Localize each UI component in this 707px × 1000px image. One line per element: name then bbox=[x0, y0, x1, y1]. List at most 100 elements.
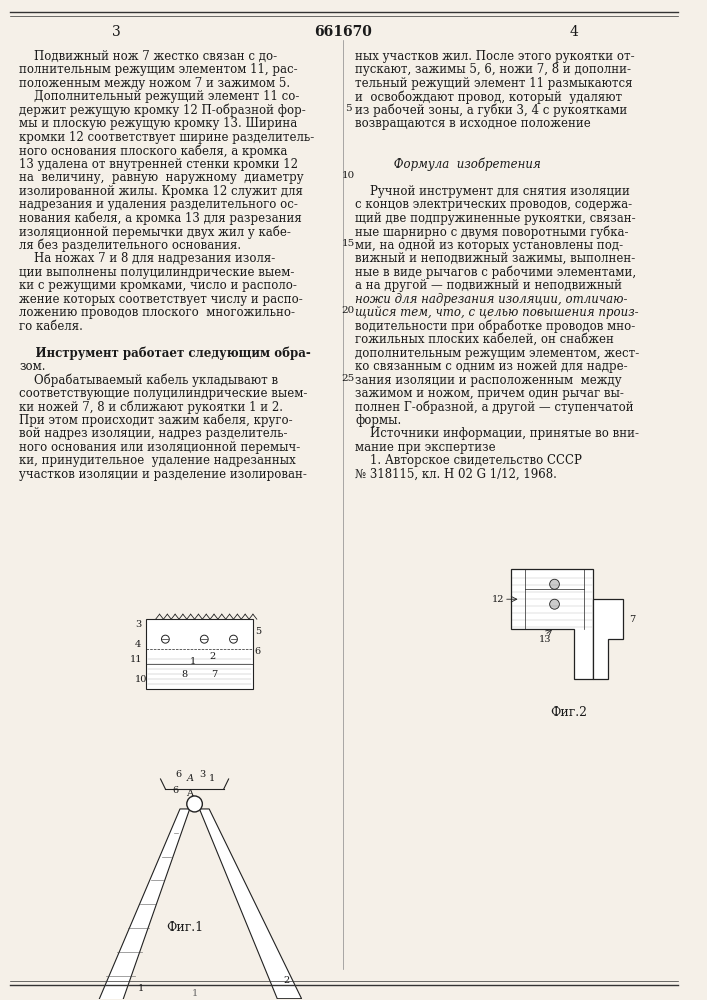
Circle shape bbox=[161, 635, 169, 643]
Text: 10: 10 bbox=[135, 675, 147, 684]
Polygon shape bbox=[510, 569, 593, 679]
Text: полнительным режущим элементом 11, рас-: полнительным режущим элементом 11, рас- bbox=[20, 63, 298, 76]
Text: A: A bbox=[186, 789, 193, 798]
Text: 1. Авторское свидетельство СССР: 1. Авторское свидетельство СССР bbox=[355, 454, 582, 467]
Text: 13: 13 bbox=[539, 635, 551, 644]
Text: го кабеля.: го кабеля. bbox=[20, 320, 83, 333]
Text: 1: 1 bbox=[138, 984, 144, 993]
Text: положенным между ножом 7 и зажимом 5.: положенным между ножом 7 и зажимом 5. bbox=[20, 77, 291, 90]
Text: ные в виде рычагов с рабочими элементами,: ные в виде рычагов с рабочими элементами… bbox=[355, 266, 636, 279]
Text: 4: 4 bbox=[135, 640, 141, 649]
Circle shape bbox=[200, 635, 208, 643]
Text: 6: 6 bbox=[172, 786, 178, 795]
Text: 6: 6 bbox=[255, 647, 261, 656]
Text: вой надрез изоляции, надрез разделитель-: вой надрез изоляции, надрез разделитель- bbox=[20, 427, 288, 440]
Text: водительности при обработке проводов мно-: водительности при обработке проводов мно… bbox=[355, 320, 636, 333]
Text: держит режущую кромку 12 П-образной фор-: держит режущую кромку 12 П-образной фор- bbox=[20, 104, 306, 117]
Polygon shape bbox=[593, 599, 623, 679]
Text: а на другой — подвижный и неподвижный: а на другой — подвижный и неподвижный bbox=[355, 279, 622, 292]
Text: На ножах 7 и 8 для надрезания изоля-: На ножах 7 и 8 для надрезания изоля- bbox=[20, 252, 276, 265]
Text: Обрабатываемый кабель укладывают в: Обрабатываемый кабель укладывают в bbox=[20, 374, 279, 387]
Text: зания изоляции и расположенным  между: зания изоляции и расположенным между bbox=[355, 374, 621, 387]
Text: 1: 1 bbox=[192, 989, 198, 998]
Text: 7: 7 bbox=[211, 670, 217, 679]
Text: нования кабеля, а кромка 13 для разрезания: нования кабеля, а кромка 13 для разрезан… bbox=[20, 212, 302, 225]
Text: Источники информации, принятые во вни-: Источники информации, принятые во вни- bbox=[355, 427, 639, 440]
Text: с концов электрических проводов, содержа-: с концов электрических проводов, содержа… bbox=[355, 198, 632, 211]
Text: ки с режущими кромками, число и располо-: ки с режущими кромками, число и располо- bbox=[20, 279, 298, 292]
Text: 2: 2 bbox=[209, 652, 216, 661]
Text: 25: 25 bbox=[341, 374, 355, 383]
Text: ного основания или изоляционной перемыч-: ного основания или изоляционной перемыч- bbox=[20, 441, 300, 454]
Text: ки ножей 7, 8 и сближают рукоятки 1 и 2.: ки ножей 7, 8 и сближают рукоятки 1 и 2. bbox=[20, 400, 284, 414]
Text: Формула  изобретения: Формула изобретения bbox=[360, 158, 541, 171]
Text: 1: 1 bbox=[189, 657, 196, 666]
Text: ции выполнены полуцилиндрические выем-: ции выполнены полуцилиндрические выем- bbox=[20, 266, 295, 279]
Text: жение которых соответствует числу и распо-: жение которых соответствует числу и расп… bbox=[20, 293, 303, 306]
Text: Фиг.1: Фиг.1 bbox=[166, 921, 204, 934]
Text: надрезания и удаления разделительного ос-: надрезания и удаления разделительного ос… bbox=[20, 198, 298, 211]
Text: 2: 2 bbox=[284, 976, 290, 985]
Text: на  величину,  равную  наружному  диаметру: на величину, равную наружному диаметру bbox=[20, 171, 304, 184]
Text: изолированной жилы. Кромка 12 служит для: изолированной жилы. Кромка 12 служит для bbox=[20, 185, 303, 198]
Polygon shape bbox=[199, 809, 302, 999]
Text: зом.: зом. bbox=[20, 360, 46, 373]
Text: 5: 5 bbox=[255, 627, 261, 636]
Text: и  освобождают провод, который  удаляют: и освобождают провод, который удаляют bbox=[355, 90, 622, 104]
Text: При этом происходит зажим кабеля, круго-: При этом происходит зажим кабеля, круго- bbox=[20, 414, 293, 427]
Bar bbox=[10, 509, 678, 964]
Text: изоляционной перемычки двух жил у кабе-: изоляционной перемычки двух жил у кабе- bbox=[20, 225, 291, 239]
Text: 5: 5 bbox=[345, 104, 351, 113]
Text: ных участков жил. После этого рукоятки от-: ных участков жил. После этого рукоятки о… bbox=[355, 50, 635, 63]
Circle shape bbox=[230, 635, 238, 643]
Text: гожильных плоских кабелей, он снабжен: гожильных плоских кабелей, он снабжен bbox=[355, 333, 614, 346]
Text: 11: 11 bbox=[130, 655, 142, 664]
Text: Ручной инструмент для снятия изоляции: Ручной инструмент для снятия изоляции bbox=[355, 185, 630, 198]
Text: вижный и неподвижный зажимы, выполнен-: вижный и неподвижный зажимы, выполнен- bbox=[355, 252, 636, 265]
Polygon shape bbox=[98, 809, 189, 1000]
Text: дополнительным режущим элементом, жест-: дополнительным режущим элементом, жест- bbox=[355, 347, 639, 360]
Text: 8: 8 bbox=[182, 670, 188, 679]
Text: Дополнительный режущий элемент 11 со-: Дополнительный режущий элемент 11 со- bbox=[20, 90, 300, 103]
Text: 15: 15 bbox=[341, 239, 355, 248]
Circle shape bbox=[187, 796, 202, 812]
Text: участков изоляции и разделение изолирован-: участков изоляции и разделение изолирова… bbox=[20, 468, 308, 481]
Text: ки, принудительное  удаление надрезанных: ки, принудительное удаление надрезанных bbox=[20, 454, 296, 467]
Text: 3: 3 bbox=[199, 770, 206, 779]
Text: 1: 1 bbox=[209, 774, 216, 783]
Text: возвращаются в исходное положение: возвращаются в исходное положение bbox=[355, 117, 591, 130]
Text: мы и плоскую режущую кромку 13. Ширина: мы и плоскую режущую кромку 13. Ширина bbox=[20, 117, 298, 130]
Circle shape bbox=[549, 579, 559, 589]
Text: ми, на одной из которых установлены под-: ми, на одной из которых установлены под- bbox=[355, 239, 623, 252]
Text: 3: 3 bbox=[112, 25, 121, 39]
Text: A: A bbox=[187, 774, 194, 783]
Text: ного основания плоского кабеля, а кромка: ного основания плоского кабеля, а кромка bbox=[20, 144, 288, 158]
Text: из рабочей зоны, а губки 3, 4 с рукоятками: из рабочей зоны, а губки 3, 4 с рукоятка… bbox=[355, 104, 627, 117]
Polygon shape bbox=[146, 619, 253, 689]
Text: формы.: формы. bbox=[355, 414, 402, 427]
Text: пускают, зажимы 5, 6, ножи 7, 8 и дополни-: пускают, зажимы 5, 6, ножи 7, 8 и дополн… bbox=[355, 63, 631, 76]
Text: № 318115, кл. Н 02 G 1/12, 1968.: № 318115, кл. Н 02 G 1/12, 1968. bbox=[355, 468, 557, 481]
Text: полнен Г-образной, а другой — ступенчатой: полнен Г-образной, а другой — ступенчато… bbox=[355, 400, 633, 414]
Circle shape bbox=[549, 599, 559, 609]
Text: Инструмент работает следующим обра-: Инструмент работает следующим обра- bbox=[20, 347, 311, 360]
Text: 661670: 661670 bbox=[315, 25, 373, 39]
Text: зажимом и ножом, причем один рычаг вы-: зажимом и ножом, причем один рычаг вы- bbox=[355, 387, 624, 400]
Text: 4: 4 bbox=[570, 25, 578, 39]
Text: тельный режущий элемент 11 размыкаются: тельный режущий элемент 11 размыкаются bbox=[355, 77, 633, 90]
Text: 13 удалена от внутренней стенки кромки 12: 13 удалена от внутренней стенки кромки 1… bbox=[20, 158, 298, 171]
Text: ложению проводов плоского  многожильно-: ложению проводов плоского многожильно- bbox=[20, 306, 296, 319]
Text: 3: 3 bbox=[135, 620, 141, 629]
Text: ля без разделительного основания.: ля без разделительного основания. bbox=[20, 239, 242, 252]
Text: кромки 12 соответствует ширине разделитель-: кромки 12 соответствует ширине разделите… bbox=[20, 131, 315, 144]
Text: соответствующие полуцилиндрические выем-: соответствующие полуцилиндрические выем- bbox=[20, 387, 308, 400]
Text: Фиг.2: Фиг.2 bbox=[551, 706, 588, 719]
Text: ко связанным с одним из ножей для надре-: ко связанным с одним из ножей для надре- bbox=[355, 360, 628, 373]
Text: 6: 6 bbox=[175, 770, 181, 779]
Text: щий две подпружиненные рукоятки, связан-: щий две подпружиненные рукоятки, связан- bbox=[355, 212, 636, 225]
Text: ножи для надрезания изоляции, отличаю-: ножи для надрезания изоляции, отличаю- bbox=[355, 293, 628, 306]
Text: ные шарнирно с двумя поворотными губка-: ные шарнирно с двумя поворотными губка- bbox=[355, 225, 629, 239]
Text: 10: 10 bbox=[341, 171, 355, 180]
Text: щийся тем, что, с целью повышения произ-: щийся тем, что, с целью повышения произ- bbox=[355, 306, 638, 319]
Text: 7: 7 bbox=[629, 615, 636, 624]
